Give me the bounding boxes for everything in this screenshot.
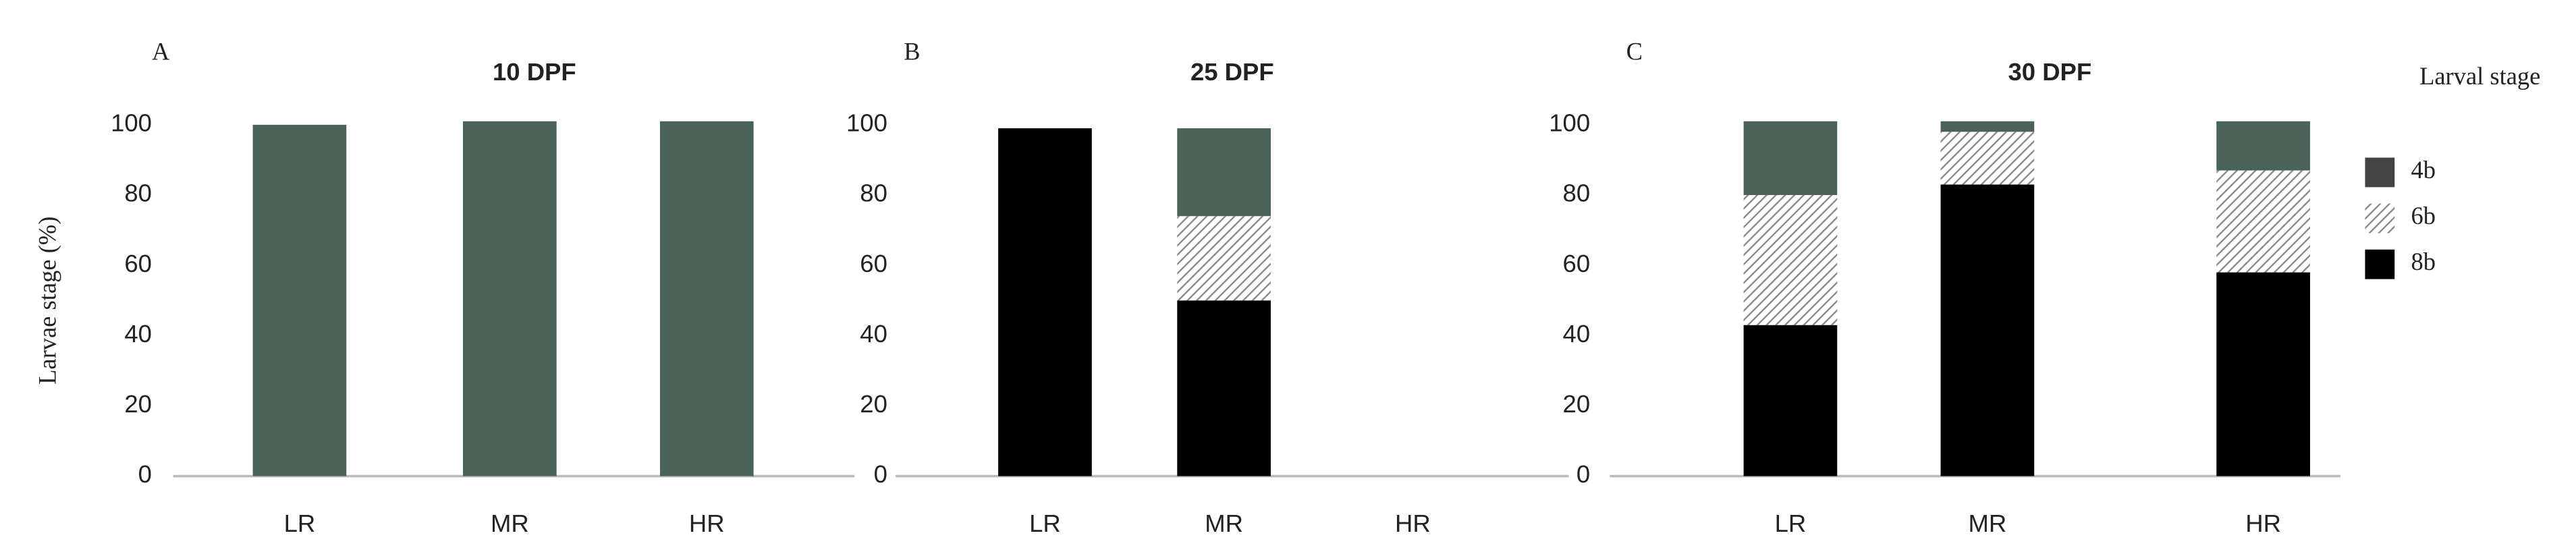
x-tick-label: MR	[1969, 510, 2007, 537]
bar-segment	[1743, 121, 1838, 196]
legend-label: 6b	[2411, 202, 2436, 229]
y-tick-label: 40	[1563, 320, 1591, 348]
y-tick-label: 0	[1577, 460, 1590, 488]
bar-segment	[1940, 121, 2035, 132]
panel-label: C	[1626, 38, 1643, 65]
y-tick-label: 100	[846, 109, 887, 137]
y-tick-label: 80	[860, 180, 887, 207]
chart-title: 25 DPF	[1190, 58, 1274, 86]
bar-segment	[2216, 272, 2310, 476]
y-tick-label: 80	[1563, 180, 1591, 207]
x-tick-label: LR	[1775, 510, 1807, 537]
bar-segment	[252, 124, 347, 476]
bar-segment	[1743, 325, 1838, 476]
x-tick-label: HR	[689, 510, 725, 537]
chart-title: 30 DPF	[2008, 58, 2091, 86]
bar-segment	[1743, 195, 1838, 325]
y-tick-label: 60	[1563, 250, 1591, 277]
legend-swatch	[2365, 249, 2395, 279]
y-tick-label: 100	[111, 109, 152, 137]
y-tick-label: 20	[124, 390, 152, 418]
x-tick-label: HR	[1395, 510, 1431, 537]
bar-segment	[1940, 132, 2035, 185]
bar-segment	[2216, 170, 2310, 273]
bar-segment	[1177, 300, 1271, 476]
x-tick-label: HR	[2245, 510, 2281, 537]
y-tick-label: 40	[860, 320, 887, 348]
bar-segment	[2216, 121, 2310, 171]
y-tick-label: 20	[1563, 390, 1591, 418]
legend-title: Larval stage	[2419, 62, 2540, 90]
y-tick-label: 40	[124, 320, 152, 348]
x-tick-label: LR	[284, 510, 316, 537]
bar-segment	[1940, 184, 2035, 476]
y-axis-label: Larvae stage (%)	[34, 217, 61, 385]
bar-segment	[998, 128, 1092, 476]
legend-label: 8b	[2411, 248, 2436, 275]
y-tick-label: 20	[860, 390, 887, 418]
y-tick-label: 0	[138, 460, 152, 488]
bar-segment	[659, 121, 754, 476]
y-tick-label: 100	[1549, 109, 1590, 137]
y-tick-label: 0	[874, 460, 887, 488]
bar-segment	[1177, 216, 1271, 301]
legend-swatch	[2365, 203, 2395, 233]
chart-title: 10 DPF	[493, 58, 576, 86]
y-tick-label: 80	[124, 180, 152, 207]
x-tick-label: MR	[1205, 510, 1243, 537]
panel-label: B	[904, 38, 920, 65]
legend-label: 4b	[2411, 156, 2436, 184]
panel-label: A	[152, 38, 170, 65]
y-tick-label: 60	[860, 250, 887, 277]
x-tick-label: MR	[491, 510, 529, 537]
y-tick-label: 60	[124, 250, 152, 277]
bar-segment	[463, 121, 557, 476]
x-tick-label: LR	[1029, 510, 1061, 537]
legend-swatch	[2365, 157, 2395, 188]
bar-segment	[1177, 128, 1271, 217]
